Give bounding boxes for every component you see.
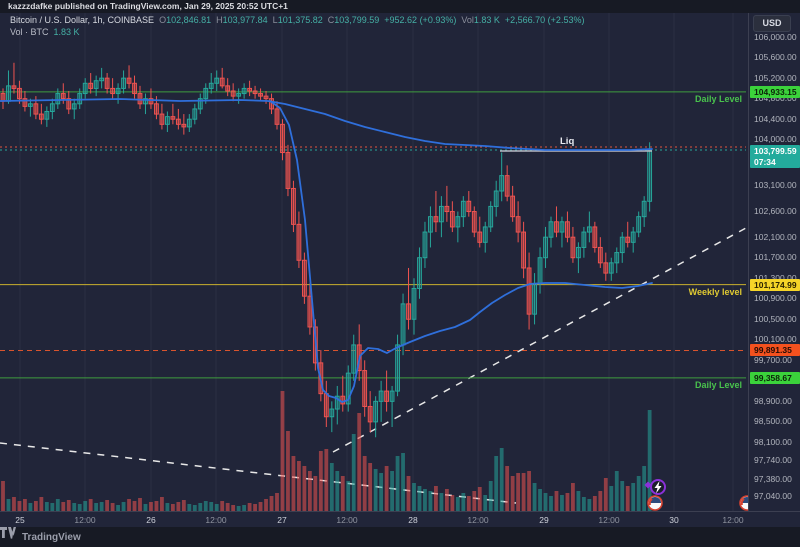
vol-key: Vol: [461, 15, 474, 25]
price-tick-label: 101,300.00: [754, 272, 797, 283]
price-tick-label: 104,800.00: [754, 93, 797, 104]
vol-value: 1.83 K: [473, 15, 500, 25]
price-tick-label: 102,100.00: [754, 231, 797, 242]
volume-indicator-label: Vol · BTC: [10, 27, 49, 37]
ohlc-high-key: H: [216, 15, 223, 25]
ohlc-high-value: 103,977.84: [222, 15, 268, 25]
ohlc-open-value: 102,846.81: [166, 15, 212, 25]
time-axis[interactable]: 25 12:00 26 12:00 27 12:00 28 12:00 29 12:00 30 12:…: [0, 511, 800, 527]
price-tick-label: 97,380.00: [754, 473, 792, 484]
time-tick-label: 26: [146, 515, 156, 525]
price-tick-label: 98,500.00: [754, 416, 792, 427]
price-tick-label: 105,600.00: [754, 52, 797, 63]
time-tick-label: 12:00: [205, 515, 227, 525]
price-tick-label: 106,000.00: [754, 31, 797, 42]
tradingview-logo-text[interactable]: TradingView: [22, 531, 81, 543]
time-tick-label: 12:00: [598, 515, 620, 525]
ohlc-close-key: C: [327, 15, 335, 25]
vol-change-value: +2,566.70 (+2.53%): [504, 15, 585, 25]
level-price-label: 99,891.35: [750, 344, 800, 357]
change-value: +952.62 (+0.93%): [384, 15, 457, 25]
ohlc-low-key: L: [272, 15, 278, 25]
price-chart-canvas[interactable]: [0, 0, 748, 547]
level-price-label: 104,933.15: [750, 85, 800, 98]
price-tick-label: 104,000.00: [754, 134, 797, 145]
level-name-label[interactable]: Daily Level: [694, 93, 742, 104]
symbol-legend[interactable]: Bitcoin / U.S. Dollar, 1h, COINBASE O102,…: [10, 15, 584, 25]
footer-bar: TradingView: [0, 527, 800, 547]
price-tick-label: 103,100.00: [754, 180, 797, 191]
price-tick-label: 97,740.00: [754, 455, 792, 466]
price-tick-label: 97,040.00: [754, 491, 792, 502]
current-price-value: 103,799.59: [754, 146, 797, 156]
time-tick-label: 30: [669, 515, 679, 525]
time-tick-label: 25: [15, 515, 25, 525]
price-tick-label: 101,700.00: [754, 252, 797, 263]
currency-toggle-button[interactable]: USD: [753, 15, 791, 32]
volume-indicator-value: 1.83 K: [53, 27, 80, 37]
price-tick-label: 98,900.00: [754, 395, 792, 406]
time-tick-label: 12:00: [722, 515, 744, 525]
symbol-title: Bitcoin / U.S. Dollar, 1h, COINBASE: [10, 15, 155, 25]
ohlc-low-value: 101,375.82: [277, 15, 323, 25]
price-tick-label: 100,500.00: [754, 313, 797, 324]
liq-annotation-label[interactable]: Liq: [560, 136, 575, 147]
published-bar: kazzzdafke published on TradingView.com,…: [0, 0, 800, 13]
time-tick-label: 28: [408, 515, 418, 525]
time-tick-label: 12:00: [467, 515, 489, 525]
level-price-label: 101,174.99: [750, 278, 800, 291]
time-tick-label: 27: [277, 515, 287, 525]
price-tick-label: 99,700.00: [754, 354, 792, 365]
level-name-label[interactable]: Daily Level: [694, 379, 742, 390]
volume-indicator-legend[interactable]: Vol · BTC 1.83 K: [10, 27, 80, 37]
level-price-label: 99,358.67: [750, 371, 800, 384]
level-name-label[interactable]: Weekly level: [688, 286, 742, 297]
ohlc-open-key: O: [159, 15, 167, 25]
time-tick-label: 12:00: [336, 515, 358, 525]
current-price-label: 103,799.59 07:34: [750, 145, 800, 168]
price-tick-label: 100,100.00: [754, 334, 797, 345]
bar-countdown: 07:34: [754, 157, 776, 167]
price-tick-label: 104,400.00: [754, 113, 797, 124]
ohlc-close-value: 103,799.59: [334, 15, 380, 25]
time-tick-label: 29: [539, 515, 549, 525]
price-axis[interactable]: USD 106,000.00 105,600.00 105,200.00 104,80…: [748, 13, 800, 527]
price-tick-label: 100,900.00: [754, 293, 797, 304]
time-tick-label: 12:00: [74, 515, 96, 525]
price-tick-label: 98,100.00: [754, 436, 792, 447]
price-tick-label: 102,600.00: [754, 206, 797, 217]
price-tick-label: 105,200.00: [754, 72, 797, 83]
published-text: kazzzdafke published on TradingView.com,…: [8, 1, 288, 11]
tradingview-logo-icon[interactable]: [0, 527, 16, 539]
